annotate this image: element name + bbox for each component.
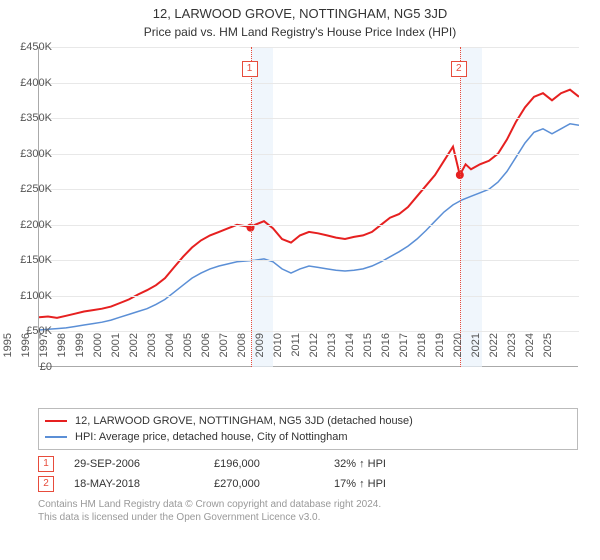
legend-swatch	[45, 420, 67, 422]
gridline	[39, 296, 579, 297]
sale-hpi: 32% ↑ HPI	[334, 458, 454, 470]
license-text: Contains HM Land Registry data © Crown c…	[38, 498, 578, 524]
xtick-label: 2003	[146, 333, 158, 373]
xtick-label: 2019	[434, 333, 446, 373]
xtick-label: 2009	[254, 333, 266, 373]
xtick-label: 2024	[524, 333, 536, 373]
ytick-label: £250K	[8, 183, 52, 195]
xtick-label: 2022	[488, 333, 500, 373]
sale-row-marker: 1	[38, 456, 54, 472]
ytick-label: £450K	[8, 41, 52, 53]
chart-title: 12, LARWOOD GROVE, NOTTINGHAM, NG5 3JD	[0, 0, 600, 21]
xtick-label: 2004	[164, 333, 176, 373]
xtick-label: 2012	[308, 333, 320, 373]
xtick-label: 2018	[416, 333, 428, 373]
xtick-label: 1995	[2, 333, 14, 373]
series-line	[39, 90, 579, 318]
xtick-label: 2020	[452, 333, 464, 373]
license-line1: Contains HM Land Registry data © Crown c…	[38, 498, 578, 511]
xtick-label: 1996	[20, 333, 32, 373]
legend-row: 12, LARWOOD GROVE, NOTTINGHAM, NG5 3JD (…	[45, 413, 571, 429]
sales-table: 1 29-SEP-2006£196,00032% ↑ HPI 2 18-MAY-201…	[38, 454, 578, 494]
xtick-label: 2002	[128, 333, 140, 373]
gridline	[39, 260, 579, 261]
xtick-label: 2014	[344, 333, 356, 373]
sale-marker-box: 2	[451, 61, 467, 77]
xtick-label: 1998	[56, 333, 68, 373]
legend-swatch	[45, 436, 67, 438]
gridline	[39, 225, 579, 226]
legend-label: HPI: Average price, detached house, City…	[75, 431, 348, 443]
chart-area: £0£50K£100K£150K£200K£250K£300K£350K£400…	[38, 47, 598, 402]
xtick-label: 2007	[218, 333, 230, 373]
ytick-label: £150K	[8, 254, 52, 266]
xtick-label: 1999	[74, 333, 86, 373]
chart-lines-svg	[39, 47, 579, 367]
xtick-label: 2000	[92, 333, 104, 373]
legend: 12, LARWOOD GROVE, NOTTINGHAM, NG5 3JD (…	[38, 408, 578, 450]
ytick-label: £400K	[8, 77, 52, 89]
gridline	[39, 154, 579, 155]
sale-date: 29-SEP-2006	[74, 458, 214, 470]
legend-label: 12, LARWOOD GROVE, NOTTINGHAM, NG5 3JD (…	[75, 415, 413, 427]
xtick-label: 2008	[236, 333, 248, 373]
sale-price: £270,000	[214, 478, 334, 490]
plot-region	[38, 47, 578, 367]
ytick-label: £200K	[8, 219, 52, 231]
xtick-label: 2005	[182, 333, 194, 373]
sale-marker-line	[460, 47, 461, 367]
sale-date: 18-MAY-2018	[74, 478, 214, 490]
gridline	[39, 83, 579, 84]
xtick-label: 2001	[110, 333, 122, 373]
license-line2: This data is licensed under the Open Gov…	[38, 511, 578, 524]
xtick-label: 2011	[290, 333, 302, 373]
xtick-label: 1997	[38, 333, 50, 373]
xtick-label: 2006	[200, 333, 212, 373]
sale-marker-line	[251, 47, 252, 367]
legend-row: HPI: Average price, detached house, City…	[45, 429, 571, 445]
ytick-label: £300K	[8, 148, 52, 160]
sale-hpi: 17% ↑ HPI	[334, 478, 454, 490]
xtick-label: 2016	[380, 333, 392, 373]
xtick-label: 2015	[362, 333, 374, 373]
xtick-label: 2010	[272, 333, 284, 373]
sale-row: 1 29-SEP-2006£196,00032% ↑ HPI	[38, 454, 578, 474]
sale-marker-box: 1	[242, 61, 258, 77]
xtick-label: 2021	[470, 333, 482, 373]
chart-subtitle: Price paid vs. HM Land Registry's House …	[0, 21, 600, 47]
sale-price: £196,000	[214, 458, 334, 470]
xtick-label: 2013	[326, 333, 338, 373]
gridline	[39, 118, 579, 119]
gridline	[39, 189, 579, 190]
xtick-label: 2023	[506, 333, 518, 373]
gridline	[39, 47, 579, 48]
sale-row-marker: 2	[38, 476, 54, 492]
xtick-label: 2025	[542, 333, 554, 373]
ytick-label: £350K	[8, 112, 52, 124]
chart-container: 12, LARWOOD GROVE, NOTTINGHAM, NG5 3JD P…	[0, 0, 600, 560]
xtick-label: 2017	[398, 333, 410, 373]
ytick-label: £100K	[8, 290, 52, 302]
sale-row: 2 18-MAY-2018£270,00017% ↑ HPI	[38, 474, 578, 494]
